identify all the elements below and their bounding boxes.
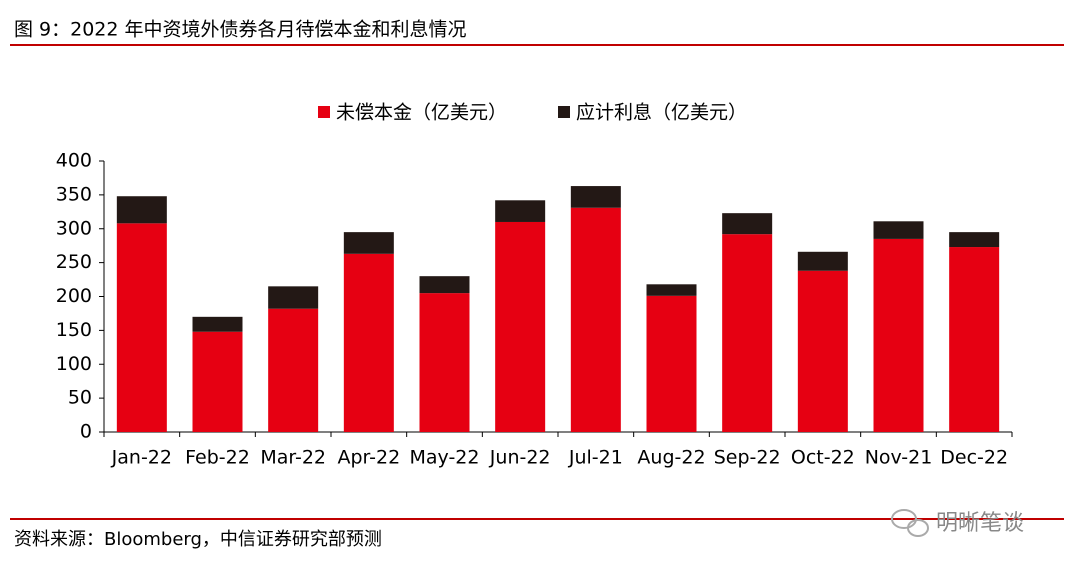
y-tick-label: 150 [56, 319, 92, 341]
x-tick-label: Jun-22 [489, 447, 551, 469]
legend-label: 未偿本金（亿美元） [336, 102, 507, 124]
y-tick-label: 0 [80, 421, 92, 443]
legend-swatch [558, 106, 570, 118]
x-tick-label: Aug-22 [637, 447, 705, 469]
y-tick-label: 100 [56, 353, 92, 375]
bar-segment [797, 251, 848, 271]
bar-segment [116, 196, 167, 224]
bar-segment [419, 293, 470, 432]
figure-title: 图 9：2022 年中资境外债券各月待偿本金和利息情况 [14, 19, 467, 41]
bar-segment [873, 238, 924, 432]
bar-segment [646, 295, 697, 432]
x-tick-label: Sep-22 [714, 447, 781, 469]
bar-segment [192, 331, 243, 432]
y-tick-label: 200 [56, 285, 92, 307]
bar-segment [495, 221, 546, 432]
bar-segment [949, 247, 1000, 432]
y-tick-label: 400 [56, 150, 92, 172]
bar-segment [268, 308, 319, 432]
bar-segment [495, 200, 546, 222]
bar-segment [873, 221, 924, 239]
bar-segment [570, 207, 621, 432]
bar-segment [722, 213, 773, 235]
x-tick-label: Oct-22 [791, 447, 855, 469]
x-tick-label: Jan-22 [111, 447, 172, 469]
legend-swatch [318, 106, 330, 118]
bar-segment [797, 270, 848, 432]
y-tick-label: 300 [56, 217, 92, 239]
watermark: 明晰笔谈 [936, 511, 1024, 536]
x-tick-label: Mar-22 [260, 447, 326, 469]
y-tick-label: 350 [56, 183, 92, 205]
y-tick-label: 250 [56, 251, 92, 273]
bar-segment [949, 232, 1000, 248]
x-tick-label: Nov-21 [865, 447, 933, 469]
bar-segment [570, 186, 621, 208]
bar-segment [419, 276, 470, 294]
x-tick-label: Apr-22 [337, 447, 400, 469]
x-tick-label: Feb-22 [185, 447, 250, 469]
bar-segment [343, 232, 394, 254]
x-tick-label: Dec-22 [940, 447, 1008, 469]
bar-segment [343, 253, 394, 432]
bar-segment [192, 316, 243, 332]
y-tick-label: 50 [68, 387, 92, 409]
bar-segment [268, 286, 319, 309]
bar-segment [116, 223, 167, 432]
x-tick-label: Jul-21 [568, 447, 623, 469]
bar-segment [722, 234, 773, 432]
legend-label: 应计利息（亿美元） [576, 102, 747, 124]
watermark-icon [891, 509, 929, 537]
x-tick-label: May-22 [410, 447, 480, 469]
source-note: 资料来源：Bloomberg，中信证券研究部预测 [14, 529, 382, 550]
bar-segment [646, 284, 697, 296]
